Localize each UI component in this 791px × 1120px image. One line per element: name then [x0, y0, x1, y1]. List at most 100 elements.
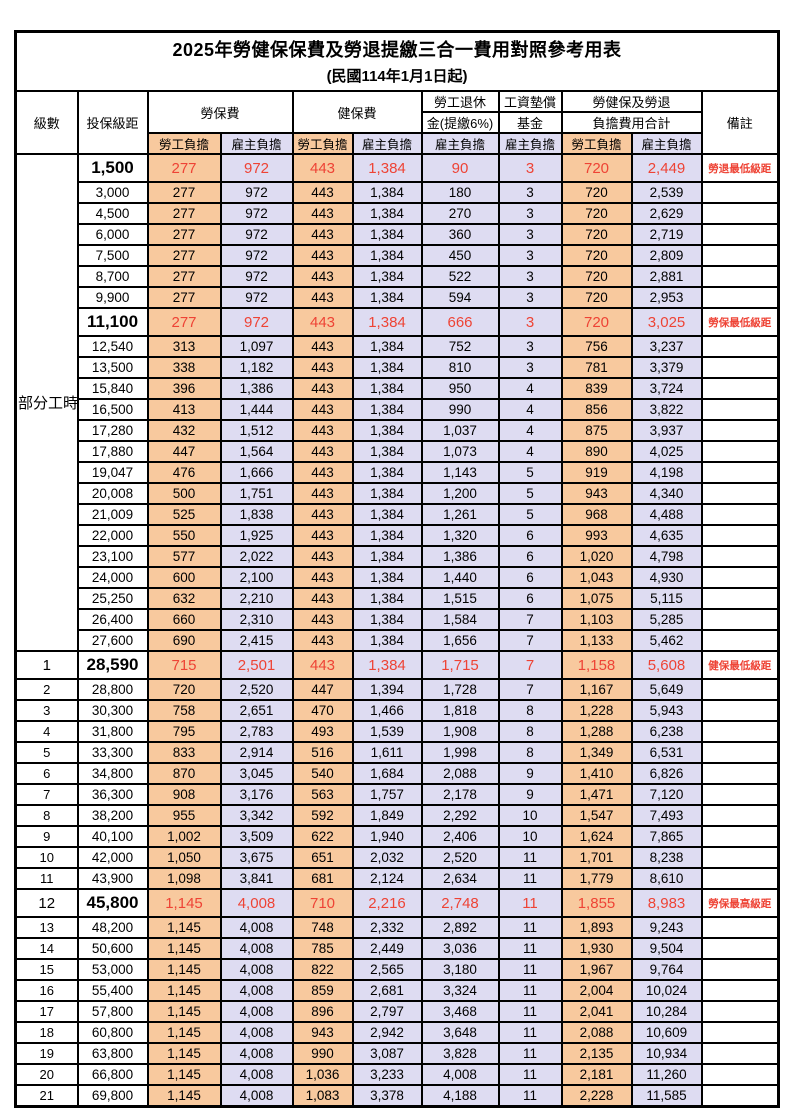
- cell-value: 4,008: [219, 958, 294, 981]
- cell-value: 443: [291, 356, 354, 379]
- table-row: 18 60,800 1,145 4,008 943 2,942 3,648 11 2,088 10…: [14, 1021, 780, 1044]
- cell-value: 1,167: [560, 678, 633, 701]
- table-row: 12,540 313 1,097 443 1,384 752 3 756 3,237: [16, 335, 780, 358]
- cell-value: 1,145: [146, 1000, 222, 1023]
- cell-value: 919: [560, 461, 633, 484]
- cell-bracket: 21,009: [76, 503, 149, 526]
- cell-value: 1,103: [560, 608, 633, 631]
- cell-value: 540: [291, 762, 354, 785]
- cell-value: 3,841: [219, 867, 294, 890]
- cell-value: 1,384: [351, 503, 423, 526]
- cell-bracket: 60,800: [76, 1021, 149, 1044]
- cell-bracket: 6,000: [76, 223, 149, 246]
- cell-level: 11: [14, 867, 79, 890]
- cell-value: 4: [497, 398, 563, 421]
- cell-value: 11: [497, 958, 563, 981]
- cell-value: 972: [219, 286, 294, 309]
- cell-bracket: 30,300: [76, 699, 149, 722]
- cell-value: 1,384: [351, 587, 423, 610]
- cell-value: 1,925: [219, 524, 294, 547]
- cell-value: 943: [291, 1021, 354, 1044]
- cell-level: 4: [14, 720, 79, 743]
- cell-value: 3,342: [219, 804, 294, 827]
- cell-value: 2,953: [630, 286, 703, 309]
- cell-remark: [700, 223, 780, 246]
- cell-value: 2,520: [219, 678, 294, 701]
- cell-value: 1,384: [351, 202, 423, 225]
- cell-value: 4,635: [630, 524, 703, 547]
- cell-level: 7: [14, 783, 79, 806]
- cell-remark: [700, 867, 780, 890]
- cell-bracket: 19,047: [76, 461, 149, 484]
- cell-value: 6: [497, 566, 563, 589]
- cell-value: 795: [146, 720, 222, 743]
- cell-bracket: 43,900: [76, 867, 149, 890]
- cell-value: 450: [420, 244, 500, 267]
- subheader-labor-employee: 勞工負擔: [146, 132, 222, 155]
- cell-value: 4,008: [219, 1084, 294, 1107]
- cell-value: 2,942: [351, 1021, 423, 1044]
- table-row: 3,000 277 972 443 1,384 180 3 720 2,539: [16, 181, 780, 204]
- cell-value: 1,073: [420, 440, 500, 463]
- cell-value: 1,384: [351, 482, 423, 505]
- cell-remark: [700, 377, 780, 400]
- cell-value: 8,610: [630, 867, 703, 890]
- cell-value: 720: [560, 223, 633, 246]
- cell-value: 443: [291, 524, 354, 547]
- cell-value: 1,838: [219, 503, 294, 526]
- cell-value: 270: [420, 202, 500, 225]
- subheader-health-employer: 雇主負擔: [351, 132, 423, 155]
- cell-value: 972: [219, 223, 294, 246]
- col-header-health-insurance: 健保費: [291, 90, 423, 134]
- table-row: 25,250 632 2,210 443 1,384 1,515 6 1,075 5,115: [16, 587, 780, 610]
- cell-value: 720: [560, 202, 633, 225]
- cell-value: 2,088: [420, 762, 500, 785]
- cell-value: 1,384: [351, 398, 423, 421]
- cell-remark: [700, 804, 780, 827]
- cell-value: 2,406: [420, 825, 500, 848]
- table-row: 16,500 413 1,444 443 1,384 990 4 856 3,822: [16, 398, 780, 421]
- cell-value: 443: [291, 307, 354, 337]
- cell-value: 3,509: [219, 825, 294, 848]
- cell-value: 1,384: [351, 545, 423, 568]
- cell-remark: [700, 1063, 780, 1086]
- cell-value: 1,182: [219, 356, 294, 379]
- cell-value: 1,384: [351, 608, 423, 631]
- cell-bracket: 57,800: [76, 1000, 149, 1023]
- cell-remark: [700, 762, 780, 785]
- cell-value: 1,611: [351, 741, 423, 764]
- cell-value: 1,410: [560, 762, 633, 785]
- cell-value: 396: [146, 377, 222, 400]
- cell-bracket: 38,200: [76, 804, 149, 827]
- cell-value: 592: [291, 804, 354, 827]
- cell-value: 856: [560, 398, 633, 421]
- cell-value: 3: [497, 356, 563, 379]
- cell-value: 413: [146, 398, 222, 421]
- cell-value: 9: [497, 762, 563, 785]
- cell-remark: [700, 1084, 780, 1107]
- cell-value: 990: [291, 1042, 354, 1065]
- header-row-1: 級數 投保級距 勞保費 健保費 勞工退休 工資墊償 勞健保及勞退 備註: [14, 90, 780, 155]
- cell-value: 7: [497, 629, 563, 652]
- cell-bracket: 15,840: [76, 377, 149, 400]
- cell-value: 2,228: [560, 1084, 633, 1107]
- cell-remark: [700, 1042, 780, 1065]
- col-header-bracket: 投保級距: [76, 90, 149, 155]
- cell-value: 2,292: [420, 804, 500, 827]
- cell-level: 10: [14, 846, 79, 869]
- cell-level: 3: [14, 699, 79, 722]
- cell-bracket: 26,400: [76, 608, 149, 631]
- cell-value: 2,332: [351, 916, 423, 939]
- cell-value: 1,200: [420, 482, 500, 505]
- cell-remark: 健保最低級距: [700, 650, 780, 680]
- cell-value: 3,378: [351, 1084, 423, 1107]
- cell-bracket: 63,800: [76, 1042, 149, 1065]
- cell-remark: [700, 783, 780, 806]
- cell-value: 3,468: [420, 1000, 500, 1023]
- table-body: 部分工時 1,500 277 972 443 1,384 90 3 720 2,449 勞退最低級距…: [14, 153, 780, 1107]
- cell-value: 720: [146, 678, 222, 701]
- cell-value: 972: [219, 153, 294, 183]
- cell-value: 7: [497, 608, 563, 631]
- cell-value: 443: [291, 587, 354, 610]
- cell-value: 968: [560, 503, 633, 526]
